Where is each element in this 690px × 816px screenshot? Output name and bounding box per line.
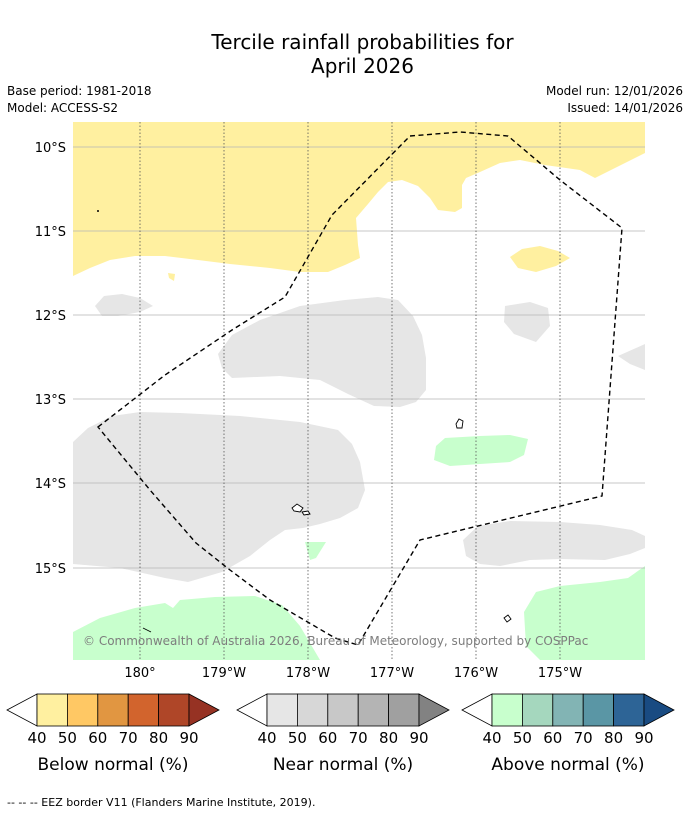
below-normal-patch: [510, 246, 570, 272]
colorbar-segment: [357, 693, 390, 727]
island-futuna: [142, 627, 152, 633]
colorbar-tick-label: 90: [409, 729, 428, 747]
colorbar-tick-label: 40: [257, 729, 276, 747]
colorbar-1: 40 50 60 70 80 90 Below normal (%): [6, 693, 220, 775]
near-normal-region-3: [73, 412, 365, 582]
lon-label: 180°: [124, 666, 155, 681]
colorbar-title: Near normal (%): [273, 755, 413, 775]
above-normal-region-1: [434, 435, 528, 466]
lon-label: 177°W: [370, 666, 414, 681]
model-name: Model: ACCESS-S2: [7, 101, 119, 115]
colorbar-3: 40 50 60 70 80 90 Above normal (%): [461, 693, 675, 775]
lon-label: 178°W: [286, 666, 330, 681]
lat-label: 14°S: [35, 477, 66, 492]
colorbar-segment: [491, 693, 523, 727]
footnote: -- -- -- EEZ border V11 (Flanders Marine…: [7, 796, 316, 809]
near-normal-region-4: [504, 302, 550, 342]
above-normal-region-3: [73, 596, 320, 660]
forecast-map: © Commonwealth of Australia 2026, Bureau…: [6, 122, 675, 775]
title-line-1: Tercile rainfall probabilities for: [211, 30, 514, 54]
colorbar-tick-label: 60: [88, 729, 107, 747]
above-normal-region-2: [305, 542, 326, 560]
lon-label: 176°W: [454, 666, 498, 681]
lon-labels: 180° 179°W 178°W 177°W 176°W 175°W: [124, 666, 582, 681]
lat-label: 11°S: [35, 225, 66, 240]
colorbar-tick-label: 40: [27, 729, 46, 747]
near-normal-region-6: [463, 521, 645, 566]
colorbar-tick-label: 70: [574, 729, 593, 747]
lon-gridlines: [139, 122, 561, 660]
colorbar-tick-label: 40: [482, 729, 501, 747]
base-period: Base period: 1981-2018: [7, 84, 152, 98]
colorbar-tick-label: 70: [349, 729, 368, 747]
near-normal-region-5: [618, 344, 645, 370]
lon-label: 179°W: [202, 666, 246, 681]
lat-label: 15°S: [35, 562, 66, 577]
colorbars: 40 50 60 70 80 90 Below normal (%) 40 50 60 70 80 90…: [6, 693, 675, 775]
colorbar-segment: [296, 693, 329, 727]
chart-title: Tercile rainfall probabilities for April…: [0, 30, 690, 78]
meta-left: Base period: 1981-2018 Model: ACCESS-S2: [7, 83, 152, 117]
colorbar-tick-label: 60: [318, 729, 337, 747]
lat-label: 13°S: [35, 393, 66, 408]
colorbar-segment: [67, 693, 99, 727]
island-wallis: [291, 503, 304, 513]
colorbar-tick-label: 90: [179, 729, 198, 747]
colorbar-tick-label: 50: [58, 729, 77, 747]
colorbar-tick-label: 80: [604, 729, 623, 747]
colorbar-tick-label: 90: [634, 729, 653, 747]
lat-label: 10°S: [35, 141, 66, 156]
island-niuatoputapu: [455, 418, 464, 429]
model-run: Model run: 12/01/2026: [545, 84, 683, 98]
above-normal-region-4: [524, 566, 645, 660]
colorbar-segment: [36, 693, 68, 727]
colorbar-tick-label: 50: [288, 729, 307, 747]
colorbar-segment: [522, 693, 554, 727]
colorbar-segment: [158, 693, 190, 727]
colorbar-over-triangle: [418, 693, 450, 727]
colorbar-segment: [388, 693, 420, 727]
near-normal-region-1: [95, 294, 153, 316]
colorbar-segment: [327, 693, 359, 727]
eez-border: [97, 131, 623, 646]
issued-date: Issued: 14/01/2026: [567, 101, 683, 115]
lat-labels: 10°S 11°S 12°S 13°S 14°S 15°S: [35, 141, 66, 577]
colorbar-under-triangle: [6, 693, 38, 727]
map-area: © Commonwealth of Australia 2026, Bureau…: [73, 122, 645, 660]
colorbar-tick-label: 80: [149, 729, 168, 747]
lat-label: 12°S: [35, 309, 66, 324]
colorbar-over-triangle: [643, 693, 675, 727]
colorbar-tick-label: 80: [379, 729, 398, 747]
colorbar-under-triangle: [236, 693, 268, 727]
colorbar-segment: [127, 693, 159, 727]
colorbar-segment: [582, 693, 615, 727]
colorbar-2: 40 50 60 70 80 90 Near normal (%): [236, 693, 450, 775]
colorbar-title: Above normal (%): [491, 755, 644, 775]
copyright-text: © Commonwealth of Australia 2026, Bureau…: [83, 634, 588, 648]
colorbar-segment: [97, 693, 129, 727]
islet-dot: [97, 210, 99, 212]
colorbar-over-triangle: [188, 693, 220, 727]
near-normal-region-2: [218, 297, 426, 407]
meta-right: Model run: 12/01/2026 Issued: 14/01/2026: [546, 83, 683, 117]
below-normal-speck: [168, 273, 175, 281]
colorbar-tick-label: 70: [119, 729, 138, 747]
colorbar-under-triangle: [461, 693, 493, 727]
colorbar-segment: [613, 693, 645, 727]
colorbar-title: Below normal (%): [38, 755, 189, 775]
lat-gridlines: [73, 146, 645, 569]
colorbar-tick-label: 60: [543, 729, 562, 747]
colorbar-segment: [552, 693, 584, 727]
title-line-2: April 2026: [311, 54, 414, 78]
island-wallis-2: [301, 510, 311, 516]
island-small: [503, 614, 512, 623]
below-normal-region: [73, 122, 645, 276]
colorbar-tick-label: 50: [513, 729, 532, 747]
colorbar-segment: [266, 693, 298, 727]
lon-label: 175°W: [538, 666, 582, 681]
